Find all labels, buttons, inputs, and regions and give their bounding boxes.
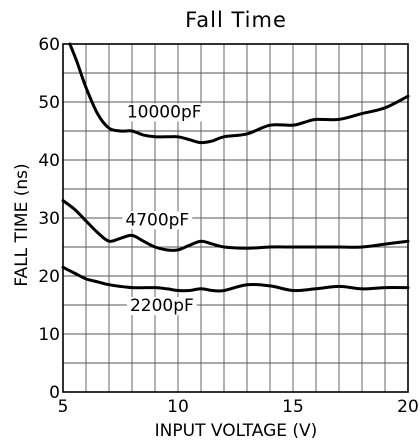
y-tick-label: 30 bbox=[38, 209, 60, 229]
x-tick-label: 20 bbox=[397, 397, 419, 417]
series-line-2200pf bbox=[61, 265, 410, 293]
grid bbox=[63, 44, 408, 392]
y-axis-label: FALL TIME (ns) bbox=[12, 163, 32, 286]
series-label-group-10000pf: 10000pF bbox=[123, 102, 205, 122]
series-label-10000pf: 10000pF bbox=[127, 102, 202, 122]
series-label-background bbox=[122, 211, 193, 230]
series-label-background bbox=[123, 103, 205, 122]
series-label-background bbox=[126, 297, 197, 316]
series-label-4700pf: 4700pF bbox=[125, 210, 189, 230]
series-label-group-2200pf: 2200pF bbox=[126, 296, 197, 316]
y-tick-labels: 0 10 20 30 40 50 60 bbox=[38, 35, 60, 403]
x-axis-label: INPUT VOLTAGE (V) bbox=[155, 421, 318, 441]
y-tick-label: 40 bbox=[38, 151, 60, 171]
y-tick-label: 10 bbox=[38, 325, 60, 345]
series-label-2200pf: 2200pF bbox=[130, 296, 194, 316]
x-tick-label: 15 bbox=[282, 397, 304, 417]
series-line-10000pf bbox=[68, 42, 410, 145]
plot-frame bbox=[62, 43, 409, 393]
x-tick-label: 5 bbox=[58, 397, 69, 417]
y-tick-label: 50 bbox=[38, 93, 60, 113]
series-line-4700pf bbox=[61, 199, 410, 252]
chart-title: Fall Time bbox=[185, 8, 287, 32]
series-label-group-4700pf: 4700pF bbox=[122, 210, 193, 230]
x-tick-labels: 5 10 15 20 bbox=[58, 397, 419, 417]
y-tick-label: 20 bbox=[38, 267, 60, 287]
y-tick-label: 0 bbox=[49, 383, 60, 403]
y-tick-label: 60 bbox=[38, 35, 60, 55]
x-tick-label: 10 bbox=[167, 397, 189, 417]
series-labels: 10000pF 4700pF 2200pF bbox=[122, 102, 205, 316]
curves bbox=[61, 42, 410, 293]
